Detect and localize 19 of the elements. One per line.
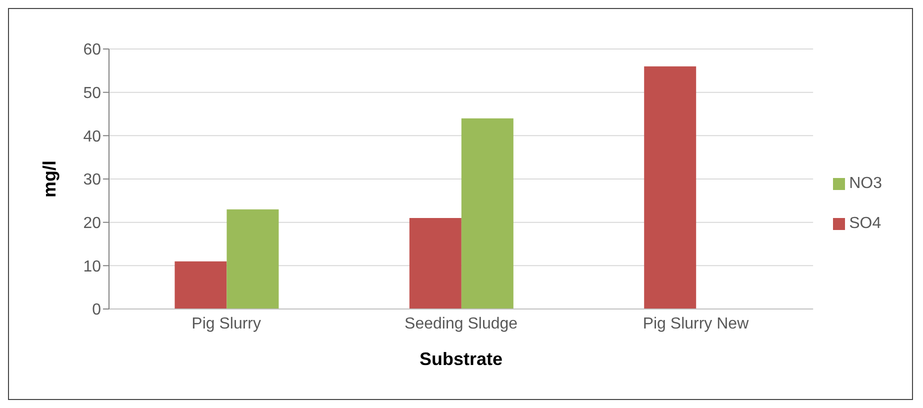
- x-tick-label: Pig Slurry: [192, 315, 262, 332]
- y-tick-label: 0: [92, 302, 102, 319]
- bar: [409, 218, 462, 309]
- legend-label: NO3: [849, 175, 882, 192]
- bar: [226, 209, 279, 309]
- x-tick-label: Seeding Sludge: [404, 315, 518, 332]
- y-axis-title: mg/l: [39, 160, 60, 198]
- bar: [644, 66, 696, 309]
- y-tick-label: 40: [83, 128, 102, 146]
- y-tick-label: 60: [83, 42, 102, 59]
- y-tick-label: 30: [83, 172, 102, 189]
- x-tick-label: Pig Slurry New: [642, 315, 750, 332]
- y-tick-label: 10: [83, 258, 102, 276]
- x-axis-title: Substrate: [420, 349, 503, 369]
- y-tick-label: 50: [83, 85, 102, 102]
- bar: [174, 261, 227, 309]
- y-tick-label: 20: [83, 215, 102, 232]
- legend-label: SO4: [849, 215, 882, 232]
- bar: [461, 118, 514, 309]
